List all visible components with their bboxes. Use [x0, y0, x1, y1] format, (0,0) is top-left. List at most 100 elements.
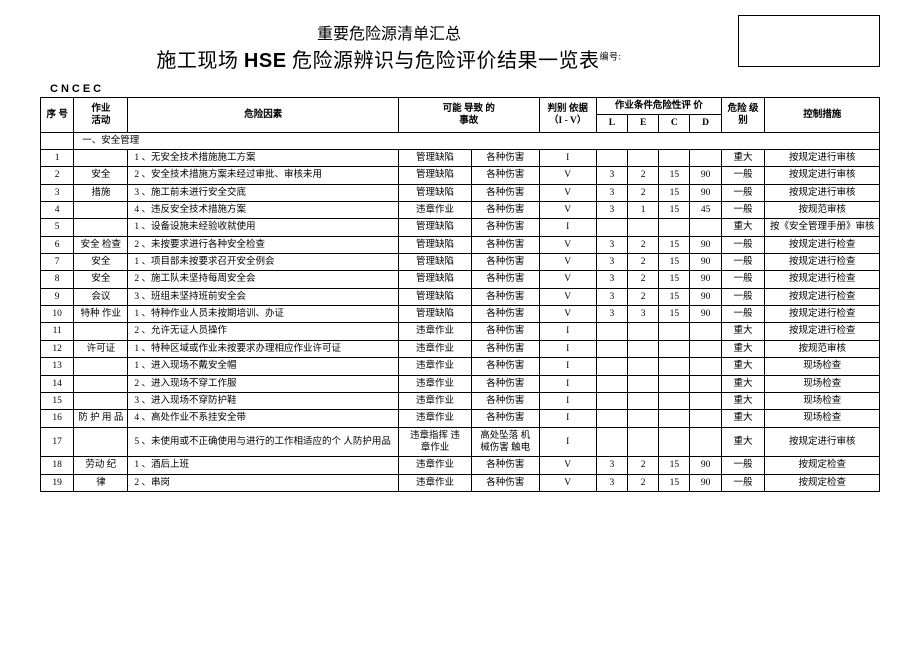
title-hse: HSE — [244, 50, 287, 72]
cell-factor: 3 、班组未坚持班前安全会 — [128, 288, 399, 305]
cell-factor: 1 、特种区域或作业未按要求办理相应作业许可证 — [128, 340, 399, 357]
cell-level: 重大 — [721, 323, 765, 340]
cell-acc: 违章作业 — [399, 340, 472, 357]
col-factor: 危险因素 — [128, 98, 399, 133]
table-row: 44 、违反安全技术措施方案违章作业各种伤害V311545一般按规范审核 — [41, 202, 880, 219]
table-row: 11 、无安全技术措施施工方案管理缺陷各种伤害I重大按规定进行审核 — [41, 150, 880, 167]
col-seq: 序 号 — [41, 98, 74, 133]
cell-e — [628, 219, 659, 236]
cell-l — [596, 150, 627, 167]
cell-c — [659, 340, 690, 357]
cell-c: 15 — [659, 271, 690, 288]
cell-level: 一般 — [721, 167, 765, 184]
cell-control: 按规定检查 — [765, 457, 880, 474]
cell-d: 90 — [690, 167, 721, 184]
cell-acc-detail: 各种伤害 — [471, 392, 539, 409]
col-activity: 作业活动 — [74, 98, 128, 133]
cell-judge: V — [539, 288, 596, 305]
cell-level: 重大 — [721, 340, 765, 357]
cell-acc-detail: 各种伤害 — [471, 236, 539, 253]
col-accident: 可能 导致 的事故 — [399, 98, 540, 133]
cell-acc-detail: 各种伤害 — [471, 150, 539, 167]
cell-e — [628, 340, 659, 357]
cell-judge: I — [539, 340, 596, 357]
cell-l: 3 — [596, 254, 627, 271]
cell-seq: 6 — [41, 236, 74, 253]
cell-d — [690, 392, 721, 409]
cell-seq: 11 — [41, 323, 74, 340]
cell-judge: I — [539, 358, 596, 375]
table-row: 6安全 检查2 、未按要求进行各种安全检查管理缺陷各种伤害V321590一般按规… — [41, 236, 880, 253]
cell-c: 15 — [659, 474, 690, 491]
cell-control: 现场检查 — [765, 392, 880, 409]
cell-acc: 违章作业 — [399, 410, 472, 427]
cell-e: 2 — [628, 254, 659, 271]
cell-activity: 许可证 — [74, 340, 128, 357]
cell-l — [596, 410, 627, 427]
cell-acc: 管理缺陷 — [399, 288, 472, 305]
cell-seq: 4 — [41, 202, 74, 219]
cell-level: 重大 — [721, 358, 765, 375]
cell-acc-detail: 各种伤害 — [471, 271, 539, 288]
cell-factor: 2 、串岗 — [128, 474, 399, 491]
cell-d: 90 — [690, 306, 721, 323]
cell-c: 15 — [659, 202, 690, 219]
cell-activity: 律 — [74, 474, 128, 491]
cell-seq: 19 — [41, 474, 74, 491]
section-label: 一、安全管理 — [74, 132, 880, 149]
cell-control: 按规定进行审核 — [765, 150, 880, 167]
cell-l: 3 — [596, 306, 627, 323]
cell-control: 现场检查 — [765, 358, 880, 375]
cell-level: 一般 — [721, 288, 765, 305]
cell-e — [628, 427, 659, 457]
cell-c — [659, 323, 690, 340]
table-row: 10特种 作业1 、特种作业人员未按期培训、办证管理缺陷各种伤害V331590一… — [41, 306, 880, 323]
cell-acc-detail: 各种伤害 — [471, 184, 539, 201]
cell-acc-detail: 各种伤害 — [471, 202, 539, 219]
table-row: 112 、允许无证人员操作违章作业各种伤害I重大按规定进行检查 — [41, 323, 880, 340]
cell-c — [659, 392, 690, 409]
table-row: 12许可证1 、特种区域或作业未按要求办理相应作业许可证违章作业各种伤害I重大按… — [41, 340, 880, 357]
cell-c — [659, 219, 690, 236]
cell-seq: 9 — [41, 288, 74, 305]
cell-l: 3 — [596, 271, 627, 288]
cell-factor: 5 、未使用或不正确使用与进行的工作相适应的个 人防护用品 — [128, 427, 399, 457]
cell-judge: I — [539, 427, 596, 457]
cell-activity — [74, 219, 128, 236]
cell-l — [596, 358, 627, 375]
cell-control: 按《安全管理手册》审核 — [765, 219, 880, 236]
cell-acc-detail: 各种伤害 — [471, 340, 539, 357]
cell-level: 重大 — [721, 392, 765, 409]
cell-factor: 2 、允许无证人员操作 — [128, 323, 399, 340]
cell-l: 3 — [596, 184, 627, 201]
cell-activity: 防 护 用 品 — [74, 410, 128, 427]
cell-seq: 1 — [41, 150, 74, 167]
cell-acc-detail: 各种伤害 — [471, 254, 539, 271]
cell-control: 按规定进行检查 — [765, 271, 880, 288]
cell-d — [690, 375, 721, 392]
cell-control: 按规定进行检查 — [765, 288, 880, 305]
cell-acc: 违章指挥 违章作业 — [399, 427, 472, 457]
cell-acc: 违章作业 — [399, 323, 472, 340]
table-row: 9会议3 、班组未坚持班前安全会管理缺陷各种伤害V321590一般按规定进行检查 — [41, 288, 880, 305]
cell-acc: 违章作业 — [399, 358, 472, 375]
cell-c — [659, 410, 690, 427]
cell-acc: 管理缺陷 — [399, 219, 472, 236]
cell-acc-detail: 各种伤害 — [471, 410, 539, 427]
cell-factor: 2 、安全技术措施方案未经过审批、审核未用 — [128, 167, 399, 184]
cell-e: 2 — [628, 474, 659, 491]
cell-activity: 安全 — [74, 167, 128, 184]
col-d: D — [690, 115, 721, 132]
cell-e — [628, 150, 659, 167]
title-main-b: 危险源辨识与危险评价结果一览表 — [292, 50, 600, 72]
title-main-a: 施工现场 — [156, 50, 238, 72]
cell-acc: 违章作业 — [399, 392, 472, 409]
cell-d — [690, 427, 721, 457]
cell-seq: 12 — [41, 340, 74, 357]
cell-judge: V — [539, 306, 596, 323]
cell-level: 重大 — [721, 150, 765, 167]
cell-judge: V — [539, 254, 596, 271]
table-head: 序 号 作业活动 危险因素 可能 导致 的事故 判别 依据（I - V） 作业条… — [41, 98, 880, 133]
cell-judge: I — [539, 323, 596, 340]
cell-seq: 18 — [41, 457, 74, 474]
